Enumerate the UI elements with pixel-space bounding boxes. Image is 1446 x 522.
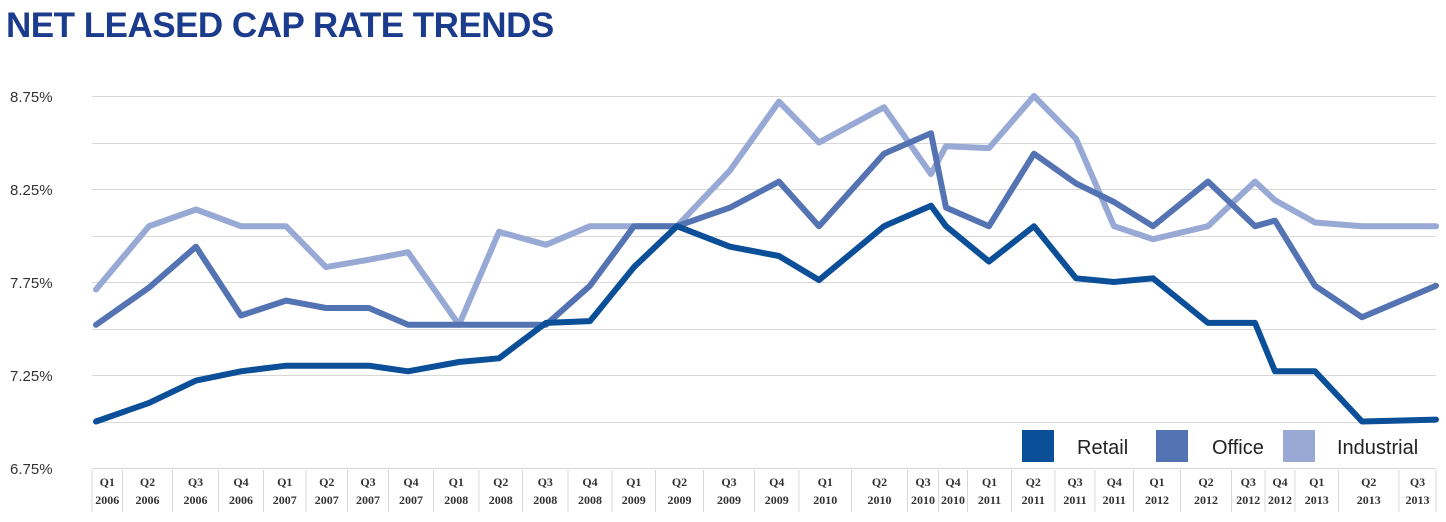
x-tick-year: 2009 xyxy=(765,493,789,507)
x-tick-quarter: Q3 xyxy=(721,475,736,489)
x-tick-year: 2007 xyxy=(273,493,297,507)
x-tick-quarter: Q4 xyxy=(582,475,597,489)
x-tick-quarter: Q2 xyxy=(319,475,334,489)
x-tick-quarter: Q1 xyxy=(277,475,292,489)
x-tick-quarter: Q1 xyxy=(626,475,641,489)
x-tick-quarter: Q1 xyxy=(100,475,115,489)
x-tick-quarter: Q1 xyxy=(1149,475,1164,489)
y-tick-label: 7.25% xyxy=(10,368,53,385)
x-tick-year: 2011 xyxy=(1103,493,1126,507)
x-tick-year: 2009 xyxy=(668,493,692,507)
series-lines xyxy=(93,93,1439,425)
x-tick-year: 2011 xyxy=(1022,493,1045,507)
x-tick-quarter: Q4 xyxy=(233,475,248,489)
legend-swatch-office xyxy=(1156,430,1188,462)
x-tick-quarter: Q2 xyxy=(493,475,508,489)
x-tick-year: 2007 xyxy=(315,493,339,507)
x-tick-quarter: Q4 xyxy=(769,475,784,489)
x-tick-quarter: Q2 xyxy=(672,475,687,489)
x-tick-quarter: Q2 xyxy=(872,475,887,489)
x-tick-year: 2006 xyxy=(95,493,119,507)
x-tick-quarter: Q3 xyxy=(1067,475,1082,489)
x-tick-year: 2009 xyxy=(622,493,646,507)
chart-title: NET LEASED CAP RATE TRENDS xyxy=(6,6,554,45)
x-tick-quarter: Q1 xyxy=(982,475,997,489)
x-tick-quarter: Q2 xyxy=(1361,475,1376,489)
series-line-retail xyxy=(93,202,1439,425)
legend-swatch-retail xyxy=(1022,430,1054,462)
x-tick-year: 2010 xyxy=(911,493,935,507)
x-tick-year: 2013 xyxy=(1357,493,1381,507)
x-tick-year: 2012 xyxy=(1236,493,1260,507)
x-axis-ticks: Q1 2006 Q2 2006 Q3 2006 Q4 2006 Q1 2007 Q2 2007 Q3 20… xyxy=(91,470,1437,512)
x-tick-year: 2013 xyxy=(1406,493,1430,507)
x-tick-quarter: Q2 xyxy=(1026,475,1041,489)
x-tick-year: 2012 xyxy=(1268,493,1292,507)
legend: Retail Office Industrial xyxy=(1022,430,1418,462)
gridlines xyxy=(92,96,1436,469)
x-tick-year: 2010 xyxy=(868,493,892,507)
x-tick-quarter: Q3 xyxy=(1410,475,1425,489)
x-tick-quarter: Q3 xyxy=(188,475,203,489)
x-tick-quarter: Q4 xyxy=(1272,475,1287,489)
series-line-office xyxy=(93,130,1439,328)
x-tick-quarter: Q2 xyxy=(140,475,155,489)
x-tick-year: 2010 xyxy=(813,493,837,507)
x-tick-year: 2009 xyxy=(717,493,741,507)
x-tick-year: 2006 xyxy=(184,493,208,507)
y-tick-label: 8.25% xyxy=(10,182,53,199)
x-tick-quarter: Q3 xyxy=(915,475,930,489)
y-tick-label: 8.75% xyxy=(10,89,53,106)
y-axis-ticks: 6.75% 7.25% 7.75% 8.25% 8.75% xyxy=(10,89,53,478)
x-tick-year: 2007 xyxy=(356,493,380,507)
x-tick-year: 2011 xyxy=(978,493,1001,507)
x-tick-quarter: Q4 xyxy=(403,475,418,489)
legend-swatch-industrial xyxy=(1283,430,1315,462)
x-tick-year: 2011 xyxy=(1063,493,1086,507)
x-tick-year: 2013 xyxy=(1305,493,1329,507)
legend-label-retail: Retail xyxy=(1077,437,1128,459)
x-tick-year: 2012 xyxy=(1145,493,1169,507)
x-tick-quarter: Q1 xyxy=(449,475,464,489)
x-tick-year: 2008 xyxy=(489,493,513,507)
x-tick-quarter: Q4 xyxy=(945,475,960,489)
x-tick-year: 2012 xyxy=(1194,493,1218,507)
x-tick-year: 2006 xyxy=(136,493,160,507)
x-tick-quarter: Q3 xyxy=(538,475,553,489)
x-tick-year: 2006 xyxy=(229,493,253,507)
x-tick-quarter: Q1 xyxy=(818,475,833,489)
x-tick-year: 2008 xyxy=(444,493,468,507)
legend-label-office: Office xyxy=(1212,437,1264,459)
x-tick-quarter: Q4 xyxy=(1107,475,1122,489)
y-tick-label: 7.75% xyxy=(10,275,53,292)
x-tick-year: 2010 xyxy=(941,493,965,507)
x-tick-quarter: Q3 xyxy=(1241,475,1256,489)
series-line-industrial xyxy=(93,93,1439,328)
legend-label-industrial: Industrial xyxy=(1337,437,1418,459)
y-tick-label: 6.75% xyxy=(10,461,53,478)
x-tick-year: 2008 xyxy=(578,493,602,507)
x-tick-quarter: Q2 xyxy=(1198,475,1213,489)
x-tick-year: 2007 xyxy=(399,493,423,507)
x-tick-quarter: Q1 xyxy=(1309,475,1324,489)
x-tick-year: 2008 xyxy=(533,493,557,507)
x-tick-quarter: Q3 xyxy=(360,475,375,489)
